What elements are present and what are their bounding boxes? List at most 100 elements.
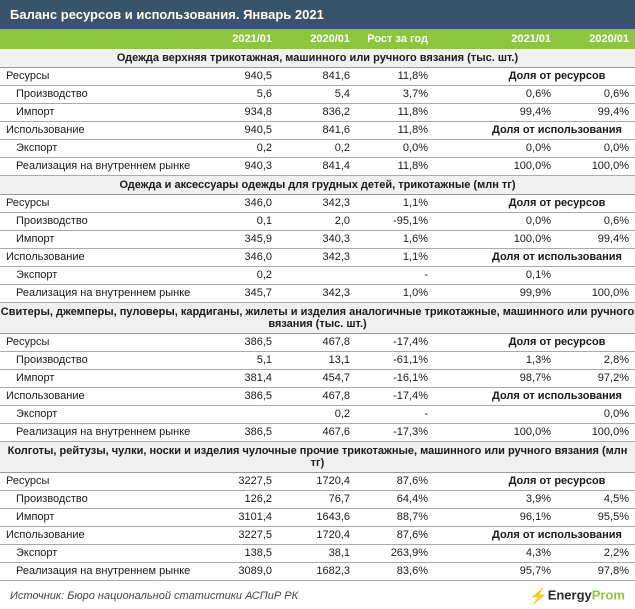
cell-value: -17,3% bbox=[356, 424, 434, 441]
row-label: Реализация на внутреннем рынке bbox=[0, 563, 200, 580]
share-label: Доля от ресурсов bbox=[479, 473, 635, 490]
cell-value: 11,8% bbox=[356, 68, 434, 85]
table-row: Производство0,12,0-95,1%0,0%0,6% bbox=[0, 213, 635, 231]
cell-value bbox=[557, 267, 635, 284]
cell-value: 0,1% bbox=[479, 267, 557, 284]
cell-value: 11,8% bbox=[356, 122, 434, 139]
cell-value: 3089,0 bbox=[200, 563, 278, 580]
cell-value: 346,0 bbox=[200, 249, 278, 266]
cell-value: 96,1% bbox=[479, 509, 557, 526]
share-label: Доля от использования bbox=[479, 122, 635, 139]
logo: ⚡EnergyProm bbox=[529, 587, 625, 605]
cell-value: 345,7 bbox=[200, 285, 278, 302]
table-row: Экспорт0,2-0,1% bbox=[0, 267, 635, 285]
cell-value: 138,5 bbox=[200, 545, 278, 562]
column-header-row: 2021/01 2020/01 Рост за год 2021/01 2020… bbox=[0, 29, 635, 49]
cell-value: 2,0 bbox=[278, 213, 356, 230]
row-label: Производство bbox=[0, 213, 200, 230]
cell-value: 76,7 bbox=[278, 491, 356, 508]
row-label: Экспорт bbox=[0, 406, 200, 423]
cell-value: 841,6 bbox=[278, 68, 356, 85]
cell-value: 1,6% bbox=[356, 231, 434, 248]
header-spacer bbox=[0, 29, 200, 49]
cell-value: 386,5 bbox=[200, 424, 278, 441]
table-row: Реализация на внутреннем рынке345,7342,3… bbox=[0, 285, 635, 303]
row-label: Производство bbox=[0, 86, 200, 103]
cell-gap bbox=[434, 213, 479, 230]
cell-value: 841,4 bbox=[278, 158, 356, 175]
col-share-2021: 2021/01 bbox=[479, 29, 557, 49]
table-row: Использование940,5841,611,8%Доля от испо… bbox=[0, 122, 635, 140]
cell-value: 263,9% bbox=[356, 545, 434, 562]
cell-value: 1720,4 bbox=[278, 527, 356, 544]
row-label: Реализация на внутреннем рынке bbox=[0, 158, 200, 175]
col-2020: 2020/01 bbox=[278, 29, 356, 49]
cell-value: 38,1 bbox=[278, 545, 356, 562]
share-label: Доля от ресурсов bbox=[479, 195, 635, 212]
cell-value: 0,2 bbox=[200, 140, 278, 157]
cell-value: 940,5 bbox=[200, 68, 278, 85]
cell-value: 342,3 bbox=[278, 285, 356, 302]
cell-value: 99,9% bbox=[479, 285, 557, 302]
cell-value: 5,1 bbox=[200, 352, 278, 369]
col-growth: Рост за год bbox=[356, 29, 434, 49]
table-row: Экспорт0,20,20,0%0,0%0,0% bbox=[0, 140, 635, 158]
row-label: Ресурсы bbox=[0, 68, 200, 85]
cell-value: 0,0% bbox=[479, 140, 557, 157]
share-label: Доля от использования bbox=[479, 249, 635, 266]
share-label: Доля от использования bbox=[479, 527, 635, 544]
row-label: Импорт bbox=[0, 231, 200, 248]
cell-value: 1,0% bbox=[356, 285, 434, 302]
table-row: Экспорт138,538,1263,9%4,3%2,2% bbox=[0, 545, 635, 563]
cell-value: 126,2 bbox=[200, 491, 278, 508]
table-row: Производство5,65,43,7%0,6%0,6% bbox=[0, 86, 635, 104]
table-row: Использование386,5467,8-17,4%Доля от исп… bbox=[0, 388, 635, 406]
cell-gap bbox=[434, 473, 479, 490]
cell-value: 0,0% bbox=[356, 140, 434, 157]
section-header: Свитеры, джемперы, пуловеры, кардиганы, … bbox=[0, 303, 635, 334]
table-row: Использование346,0342,31,1%Доля от испол… bbox=[0, 249, 635, 267]
cell-value: 95,5% bbox=[557, 509, 635, 526]
cell-value: 100,0% bbox=[479, 158, 557, 175]
cell-gap bbox=[434, 195, 479, 212]
cell-value: 1720,4 bbox=[278, 473, 356, 490]
cell-value: 3227,5 bbox=[200, 527, 278, 544]
source-text: Источник: Бюро национальной статистики А… bbox=[10, 590, 298, 602]
cell-value: 940,5 bbox=[200, 122, 278, 139]
cell-value: -95,1% bbox=[356, 213, 434, 230]
cell-value: 467,6 bbox=[278, 424, 356, 441]
cell-gap bbox=[434, 285, 479, 302]
cell-value: 342,3 bbox=[278, 195, 356, 212]
cell-value: 13,1 bbox=[278, 352, 356, 369]
cell-gap bbox=[434, 370, 479, 387]
section-header: Колготы, рейтузы, чулки, носки и изделия… bbox=[0, 442, 635, 473]
cell-gap bbox=[434, 491, 479, 508]
table-row: Реализация на внутреннем рынке386,5467,6… bbox=[0, 424, 635, 442]
cell-value: 386,5 bbox=[200, 334, 278, 351]
row-label: Использование bbox=[0, 527, 200, 544]
cell-value: 0,2 bbox=[200, 267, 278, 284]
cell-value: 100,0% bbox=[557, 285, 635, 302]
cell-value: 836,2 bbox=[278, 104, 356, 121]
cell-value: 1682,3 bbox=[278, 563, 356, 580]
table-row: Ресурсы346,0342,31,1%Доля от ресурсов bbox=[0, 195, 635, 213]
table-row: Реализация на внутреннем рынке940,3841,4… bbox=[0, 158, 635, 176]
row-label: Экспорт bbox=[0, 545, 200, 562]
cell-value: 97,2% bbox=[557, 370, 635, 387]
col-share-2020: 2020/01 bbox=[557, 29, 635, 49]
cell-value: 1,1% bbox=[356, 249, 434, 266]
cell-value: -17,4% bbox=[356, 388, 434, 405]
cell-gap bbox=[434, 527, 479, 544]
cell-gap bbox=[434, 68, 479, 85]
row-label: Ресурсы bbox=[0, 334, 200, 351]
cell-value: 1,3% bbox=[479, 352, 557, 369]
cell-value: 5,6 bbox=[200, 86, 278, 103]
section-header: Одежда и аксессуары одежды для грудных д… bbox=[0, 176, 635, 195]
row-label: Использование bbox=[0, 388, 200, 405]
col-2021: 2021/01 bbox=[200, 29, 278, 49]
table-row: Импорт3101,41643,688,7%96,1%95,5% bbox=[0, 509, 635, 527]
cell-gap bbox=[434, 406, 479, 423]
cell-value: 841,6 bbox=[278, 122, 356, 139]
cell-value: 3,9% bbox=[479, 491, 557, 508]
cell-value: 95,7% bbox=[479, 563, 557, 580]
